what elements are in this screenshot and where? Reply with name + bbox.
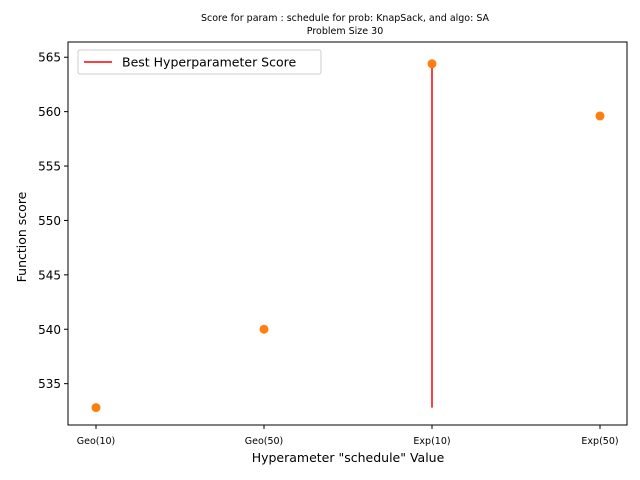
- x-tick-label: Geo(50): [245, 436, 284, 447]
- x-tick-label: Exp(50): [581, 436, 618, 447]
- data-point: [427, 59, 437, 69]
- y-tick-label: 540: [38, 323, 61, 337]
- legend-label: Best Hyperparameter Score: [122, 55, 296, 70]
- y-tick-label: 535: [38, 377, 61, 391]
- data-point: [595, 111, 605, 121]
- data-point: [259, 324, 269, 334]
- y-tick-label: 565: [38, 51, 61, 65]
- y-axis-label: Function score: [14, 191, 29, 282]
- legend-box: [77, 49, 322, 75]
- x-tick-label: Geo(10): [77, 436, 116, 447]
- x-axis-label: Hyperameter "schedule" Value: [252, 450, 445, 465]
- plot-area: 535 540 545 550 555 560 565 Geo(10) Geo(50) Exp(1…: [38, 41, 628, 447]
- y-tick-label: 550: [38, 214, 61, 228]
- y-tick-label: 545: [38, 268, 61, 282]
- chart-title-line1: Score for param : schedule for prob: Kna…: [201, 13, 490, 24]
- data-point: [91, 403, 101, 413]
- plot-frame: [67, 41, 628, 426]
- y-tick-label: 555: [38, 160, 61, 174]
- legend: Best Hyperparameter Score: [77, 49, 322, 75]
- x-tick-label: Exp(10): [413, 436, 450, 447]
- chart-title-line2: Problem Size 30: [307, 26, 383, 37]
- y-tick-label: 560: [38, 105, 61, 119]
